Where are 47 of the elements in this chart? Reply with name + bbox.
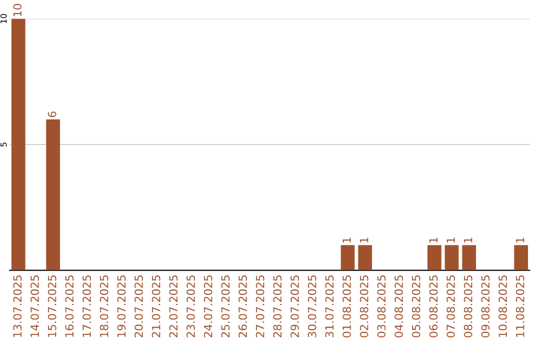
- x-tick-label: 18.07.2025: [100, 275, 108, 337]
- y-tick-label: 5: [0, 142, 7, 147]
- x-tick-label: 10.08.2025: [498, 275, 507, 337]
- x-tick-label: 02.08.2025: [360, 275, 368, 338]
- x-tick-label: 09.08.2025: [481, 275, 490, 338]
- bar: [427, 245, 442, 270]
- x-tick-label: 30.07.2025: [308, 275, 316, 338]
- bar: [444, 245, 459, 270]
- data-label: 10: [13, 4, 22, 16]
- x-tick-label: 07.08.2025: [446, 275, 455, 338]
- bar: [358, 245, 372, 270]
- x-tick-label: 06.08.2025: [429, 275, 438, 338]
- x-tick-label: 26.07.2025: [238, 275, 247, 338]
- data-label: 1: [360, 238, 368, 243]
- x-tick-label: 03.08.2025: [377, 275, 386, 338]
- x-tick-label: 01.08.2025: [342, 275, 351, 338]
- x-tick-label: 24.07.2025: [204, 275, 212, 338]
- data-label: 1: [464, 238, 472, 243]
- x-tick-label: 20.07.2025: [134, 275, 143, 338]
- x-tick-label: 22.07.2025: [169, 275, 178, 338]
- bar: [514, 245, 528, 270]
- data-label: 1: [446, 238, 455, 243]
- x-tick-label: 19.07.2025: [117, 275, 126, 337]
- data-label: 1: [516, 238, 524, 243]
- data-label: 6: [48, 112, 56, 118]
- x-tick-label: 13.07.2025: [13, 275, 22, 337]
- data-label: 1: [429, 238, 438, 243]
- x-tick-label: 14.07.2025: [30, 275, 39, 337]
- x-tick-label: 21.07.2025: [152, 275, 160, 338]
- data-label: 1: [342, 238, 351, 243]
- x-tick-label: 23.07.2025: [186, 275, 195, 338]
- x-tick-label: 05.08.2025: [412, 275, 420, 338]
- x-tick-label: 08.08.2025: [464, 275, 472, 338]
- bar: [46, 119, 60, 270]
- x-tick-label: 04.08.2025: [394, 275, 403, 338]
- x-tick-label: 17.07.2025: [82, 275, 91, 337]
- bar: [462, 245, 476, 270]
- x-tick-label: 25.07.2025: [221, 275, 230, 338]
- x-tick-label: 11.08.2025: [516, 275, 524, 337]
- bar: [340, 245, 355, 270]
- x-tick-label: 15.07.2025: [48, 275, 56, 337]
- x-tick-label: 28.07.2025: [273, 275, 282, 338]
- bar: [11, 18, 26, 270]
- x-tick-label: 16.07.2025: [65, 275, 74, 337]
- x-tick-label: 31.07.2025: [325, 275, 334, 338]
- x-tick-label: 27.07.2025: [256, 275, 264, 338]
- x-tick-label: 29.07.2025: [290, 275, 299, 338]
